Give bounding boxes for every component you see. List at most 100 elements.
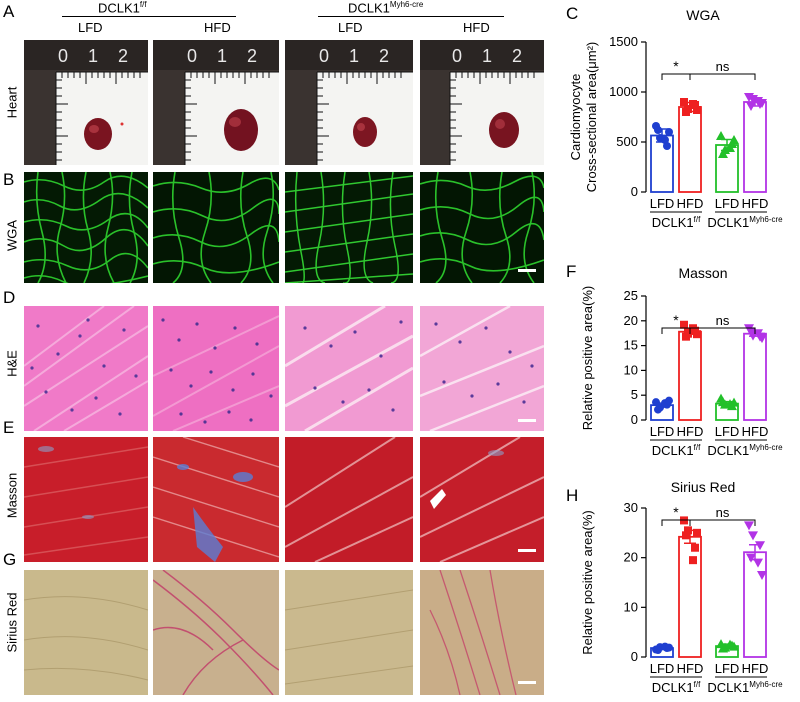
row-label-masson: Masson [4, 472, 20, 519]
group-label-sup: f/f [694, 215, 701, 224]
y-tick-label: 5 [631, 387, 638, 402]
data-points [652, 642, 673, 655]
data-point [682, 332, 690, 341]
data-point [684, 526, 692, 535]
ruler-number: 1 [88, 46, 98, 66]
group-header-control: DCLK1f/f [98, 0, 147, 16]
y-axis-label-line: Cross-sectional area(μm²) [584, 42, 599, 193]
bar [678, 535, 702, 658]
y-axis-label-line: Relative positive area(%) [580, 286, 595, 431]
significance-label: ns [716, 313, 730, 328]
y-axis-label: Relative positive area(%) [580, 510, 595, 655]
row-label-sirius-red: Sirius Red [4, 592, 20, 653]
y-tick-label: 20 [624, 550, 638, 565]
bar [678, 330, 702, 421]
x-tick-label: HFD [742, 661, 769, 676]
row-label-heart: Heart [4, 86, 20, 119]
bar [743, 551, 767, 658]
wga-image-knockout-lfd [285, 172, 413, 283]
y-tick-label: 1500 [609, 34, 638, 49]
x-tick-label: LFD [650, 424, 675, 439]
he-image-control-lfd [24, 306, 148, 431]
data-point [661, 136, 669, 144]
column-label-3: LFD [338, 20, 363, 35]
data-point [716, 131, 726, 140]
scale-bar [518, 549, 536, 552]
ruler-number: 0 [187, 46, 197, 66]
y-tick-label: 20 [624, 313, 638, 328]
group-header-knockout: DCLK1Myh6-cre [348, 0, 424, 16]
y-tick-label: 0 [631, 412, 638, 427]
data-point [665, 128, 673, 136]
significance-label: ns [716, 505, 730, 520]
masson-image-control-hfd [153, 437, 279, 562]
data-point [689, 556, 697, 565]
data-point [693, 330, 701, 339]
panel-letter-g: G [3, 550, 17, 569]
data-point [693, 528, 701, 537]
group-label-sup: f/f [694, 680, 701, 689]
data-point [680, 320, 688, 329]
group-label-control: DCLK1f/f [652, 680, 701, 695]
significance-bracket [689, 327, 756, 334]
ruler-number: 0 [58, 46, 68, 66]
significance-bracket [689, 519, 756, 526]
data-points [716, 639, 739, 653]
ruler-number: 2 [379, 46, 389, 66]
wga-chart: WGA Cardiomyocyte Cross-sectional area(μm²… [568, 7, 783, 230]
column-label-4: HFD [463, 20, 490, 35]
x-tick-label: HFD [677, 424, 704, 439]
group-label-base: DCLK1 [707, 680, 749, 695]
masson-image-knockout-hfd [420, 437, 544, 562]
data-point [748, 531, 758, 541]
y-tick-label: 25 [624, 288, 638, 303]
y-tick-label: 15 [624, 338, 638, 353]
ruler-number: 1 [217, 46, 227, 66]
y-tick-label: 10 [624, 362, 638, 377]
data-point [718, 643, 728, 653]
column-label-1: LFD [78, 20, 103, 35]
data-point [665, 396, 673, 405]
column-label-2: HFD [204, 20, 231, 35]
data-point [680, 98, 688, 106]
sirius-red-image-knockout-lfd [285, 570, 413, 695]
group-label-sup: Myh6-cre [749, 443, 783, 452]
x-tick-label: HFD [742, 424, 769, 439]
data-point [682, 108, 690, 116]
x-tick-label: LFD [715, 424, 740, 439]
group-underline-control [62, 16, 236, 17]
group-label-knockout: DCLK1Myh6-cre [707, 215, 783, 230]
ruler-number: 1 [482, 46, 492, 66]
sirius-red-chart: Sirius Red Relative positive area(%) 0 10 20… [580, 479, 783, 695]
y-tick-label: 500 [616, 134, 638, 149]
x-tick-label: HFD [677, 196, 704, 211]
data-point [729, 397, 739, 407]
ruler-number: 1 [349, 46, 359, 66]
heart-photo-knockout-hfd: 0 1 2 [420, 40, 544, 165]
data-point [718, 397, 728, 407]
data-point [746, 102, 756, 111]
significance-label: * [673, 58, 679, 74]
significance-label: * [673, 312, 679, 328]
data-point [757, 99, 767, 108]
data-point [744, 521, 754, 531]
data-point [729, 135, 739, 144]
data-point [691, 543, 699, 552]
data-point [757, 571, 767, 581]
bar [678, 106, 702, 193]
data-point [689, 100, 697, 108]
sirius-red-image-knockout-hfd [420, 570, 544, 695]
scale-bar [518, 681, 536, 684]
x-tick-label: LFD [650, 661, 675, 676]
masson-image-knockout-lfd [285, 437, 413, 562]
ruler-number: 2 [512, 46, 522, 66]
chart-title: Sirius Red [671, 479, 736, 495]
data-points [744, 521, 767, 581]
y-axis-label-line: Cardiomyocyte [568, 74, 583, 161]
ruler-number: 0 [452, 46, 462, 66]
group-label-control: DCLK1f/f [652, 215, 701, 230]
panel-letter-d: D [3, 288, 16, 307]
group-underline-knockout [318, 16, 504, 17]
x-tick-label: HFD [677, 661, 704, 676]
group-label-control: DCLK1f/f [652, 443, 701, 458]
